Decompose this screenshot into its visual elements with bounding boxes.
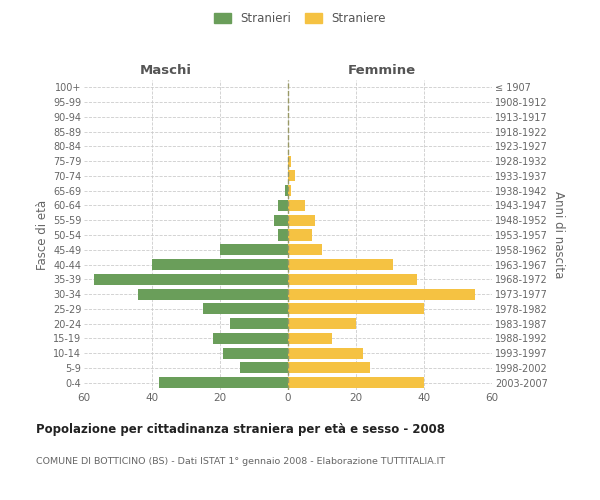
Bar <box>278 230 288 240</box>
Y-axis label: Fasce di età: Fasce di età <box>35 200 49 270</box>
Bar <box>213 333 288 344</box>
Bar <box>241 362 288 374</box>
Bar <box>288 274 417 285</box>
Bar <box>288 230 312 240</box>
Bar <box>288 156 292 166</box>
Y-axis label: Anni di nascita: Anni di nascita <box>552 192 565 278</box>
Bar <box>223 348 288 358</box>
Bar <box>288 318 356 329</box>
Bar <box>284 185 288 196</box>
Bar <box>288 244 322 256</box>
Text: Popolazione per cittadinanza straniera per età e sesso - 2008: Popolazione per cittadinanza straniera p… <box>36 422 445 436</box>
Bar <box>220 244 288 256</box>
Bar <box>288 377 424 388</box>
Bar <box>139 288 288 300</box>
Bar <box>230 318 288 329</box>
Bar <box>94 274 288 285</box>
Bar <box>288 288 475 300</box>
Text: Maschi: Maschi <box>140 64 191 78</box>
Bar <box>288 170 295 181</box>
Bar <box>288 348 363 358</box>
Text: COMUNE DI BOTTICINO (BS) - Dati ISTAT 1° gennaio 2008 - Elaborazione TUTTITALIA.: COMUNE DI BOTTICINO (BS) - Dati ISTAT 1°… <box>36 458 445 466</box>
Bar <box>288 304 424 314</box>
Bar <box>288 214 315 226</box>
Text: Femmine: Femmine <box>348 64 416 78</box>
Bar <box>288 185 292 196</box>
Bar <box>288 362 370 374</box>
Legend: Stranieri, Straniere: Stranieri, Straniere <box>211 8 389 28</box>
Bar <box>288 200 305 211</box>
Bar <box>159 377 288 388</box>
Bar <box>278 200 288 211</box>
Bar <box>203 304 288 314</box>
Bar <box>288 333 332 344</box>
Bar <box>152 259 288 270</box>
Bar <box>274 214 288 226</box>
Bar <box>288 259 394 270</box>
